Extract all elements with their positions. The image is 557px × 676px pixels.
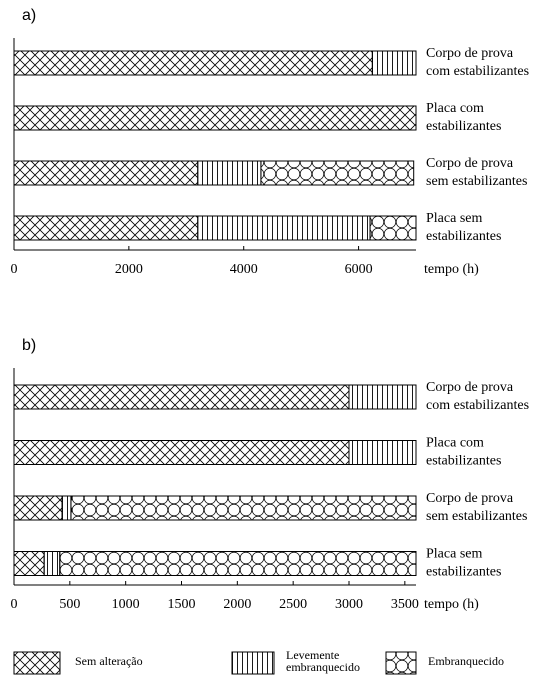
x-tick-label: 2000 <box>115 262 143 277</box>
bar-segment <box>13 215 199 241</box>
chart-title: a) <box>22 7 36 24</box>
category-label: Placa sem <box>426 211 482 226</box>
legend-label: embranquecido <box>286 660 360 674</box>
x-axis-label: tempo (h) <box>424 597 479 612</box>
category-label: Corpo de prova <box>426 380 514 395</box>
category-label: com estabilizantes <box>426 398 529 413</box>
chart-title: b) <box>22 337 36 354</box>
x-tick-label: 500 <box>59 597 80 612</box>
category-label: Placa sem <box>426 547 482 562</box>
bar-segment <box>13 105 417 131</box>
legend-label: Embranquecido <box>428 654 504 668</box>
legend-label: Levemente <box>286 648 339 662</box>
legend-swatch <box>385 651 417 675</box>
bar-segment <box>13 50 373 76</box>
x-tick-label: 3500 <box>391 597 419 612</box>
category-label: Corpo de prova <box>426 491 514 506</box>
x-tick-label: 0 <box>11 597 18 612</box>
bar-segment <box>13 160 199 186</box>
bar-segment <box>348 384 417 410</box>
x-tick-label: 4000 <box>230 262 258 277</box>
category-label: sem estabilizantes <box>426 174 527 189</box>
x-tick-label: 1500 <box>168 597 196 612</box>
category-label: Corpo de prova <box>426 156 514 171</box>
x-axis-label: tempo (h) <box>424 262 479 277</box>
bar-segment <box>371 50 417 76</box>
bar-segment <box>13 551 45 576</box>
bar-segment <box>13 495 63 521</box>
x-tick-label: 6000 <box>345 262 373 277</box>
category-label: estabilizantes <box>426 119 501 134</box>
category-label: estabilizantes <box>426 565 501 580</box>
x-tick-label: 2000 <box>223 597 251 612</box>
bar-segment <box>43 551 61 576</box>
bar-segment <box>260 160 415 186</box>
bar-segment <box>13 384 350 410</box>
x-tick-label: 2500 <box>279 597 307 612</box>
bar-segment <box>70 495 417 521</box>
legend-label: Sem alteração <box>75 654 143 668</box>
category-label: estabilizantes <box>426 454 501 469</box>
category-label: sem estabilizantes <box>426 509 527 524</box>
bar-segment <box>369 215 417 241</box>
legend-swatch <box>13 651 61 675</box>
category-label: Placa com <box>426 436 484 451</box>
category-label: Corpo de prova <box>426 46 514 61</box>
legend-swatch <box>231 651 275 675</box>
category-label: estabilizantes <box>426 229 501 244</box>
bar-segment <box>197 160 262 186</box>
bar-segment <box>59 551 417 576</box>
category-label: com estabilizantes <box>426 64 529 79</box>
x-tick-label: 0 <box>11 262 18 277</box>
x-tick-label: 1000 <box>112 597 140 612</box>
category-label: Placa com <box>426 101 484 116</box>
bar-segment <box>13 440 350 465</box>
bar-segment <box>348 440 417 465</box>
bar-segment <box>61 495 72 521</box>
x-tick-label: 3000 <box>335 597 363 612</box>
bar-segment <box>197 215 371 241</box>
